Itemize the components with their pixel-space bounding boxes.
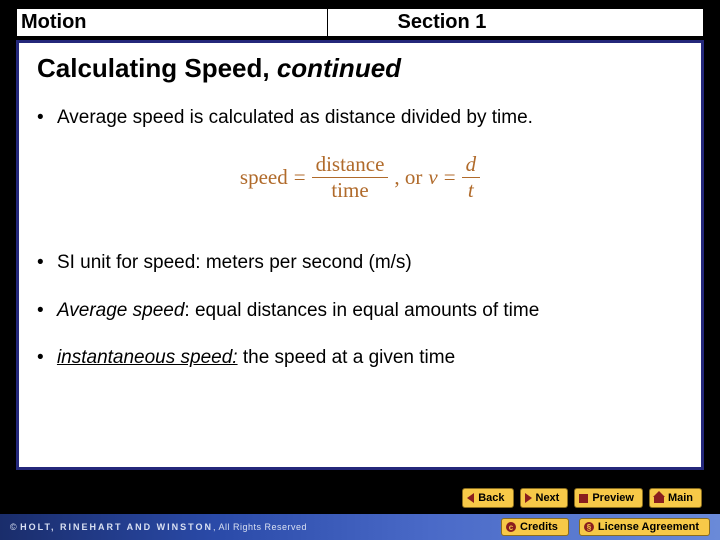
license-label: License Agreement [598,521,699,533]
title-main: Calculating Speed, [37,53,277,83]
footer: © HOLT, RINEHART AND WINSTON, All Rights… [0,514,720,540]
bullet-2-text: SI unit for speed: meters per second (m/… [57,252,412,273]
license-icon: § [584,522,594,532]
preview-button[interactable]: Preview [574,488,643,508]
copyright: © HOLT, RINEHART AND WINSTON, All Rights… [10,522,307,532]
bullet-3-rest: : equal distances in equal amounts of ti… [184,300,539,321]
main-label: Main [668,492,693,504]
bullet-4-prefix: instantaneous speed: [57,347,238,368]
formula-distance: distance [312,154,389,178]
preview-icon [579,494,588,503]
formula-v: v [428,165,437,190]
copyright-prefix: © [10,522,20,532]
bullet-4-rest: the speed at a given time [238,347,456,368]
back-arrow-icon [467,493,474,503]
back-button[interactable]: Back [462,488,513,508]
formula-frac-vars: d t [462,154,481,201]
formula-eq2: = [444,165,456,190]
license-button[interactable]: § License Agreement [579,518,710,536]
formula-t: t [464,178,478,201]
back-label: Back [478,492,504,504]
copyright-hrw: HOLT, RINEHART AND WINSTON [20,522,213,532]
title-continued: continued [277,53,401,83]
formula-or: , or [394,165,422,190]
header-chapter: Motion [16,8,328,38]
formula-speed: speed [240,165,288,190]
bullet-2: SI unit for speed: meters per second (m/… [55,251,683,275]
content-box: Calculating Speed, continued Average spe… [16,40,704,470]
formula-time: time [327,178,372,201]
credits-icon: c [506,522,516,532]
slide-title: Calculating Speed, continued [37,53,683,84]
preview-label: Preview [592,492,634,504]
next-arrow-icon [525,493,532,503]
credits-button[interactable]: c Credits [501,518,569,536]
slide-header: Motion Section 1 [0,0,720,40]
bullet-1-text: Average speed is calculated as distance … [57,107,533,128]
formula-d: d [462,154,481,178]
formula-eq1: = [294,165,306,190]
credits-label: Credits [520,521,558,533]
bullet-3: Average speed: equal distances in equal … [55,299,683,323]
slide: Motion Section 1 Calculating Speed, cont… [0,0,720,540]
bullet-1: Average speed is calculated as distance … [55,106,683,130]
bullet-4: instantaneous speed: the speed at a give… [55,346,683,370]
next-label: Next [536,492,560,504]
speed-formula: speed = distance time , or v = d t [37,154,683,201]
nav-bar: Back Next Preview Main [462,488,702,508]
home-icon [654,497,664,503]
next-button[interactable]: Next [520,488,569,508]
main-button[interactable]: Main [649,488,702,508]
formula-frac-words: distance time [312,154,389,201]
header-section: Section 1 [328,8,705,38]
copyright-suffix: , All Rights Reserved [213,522,307,532]
bullet-3-prefix: Average speed [57,300,184,321]
